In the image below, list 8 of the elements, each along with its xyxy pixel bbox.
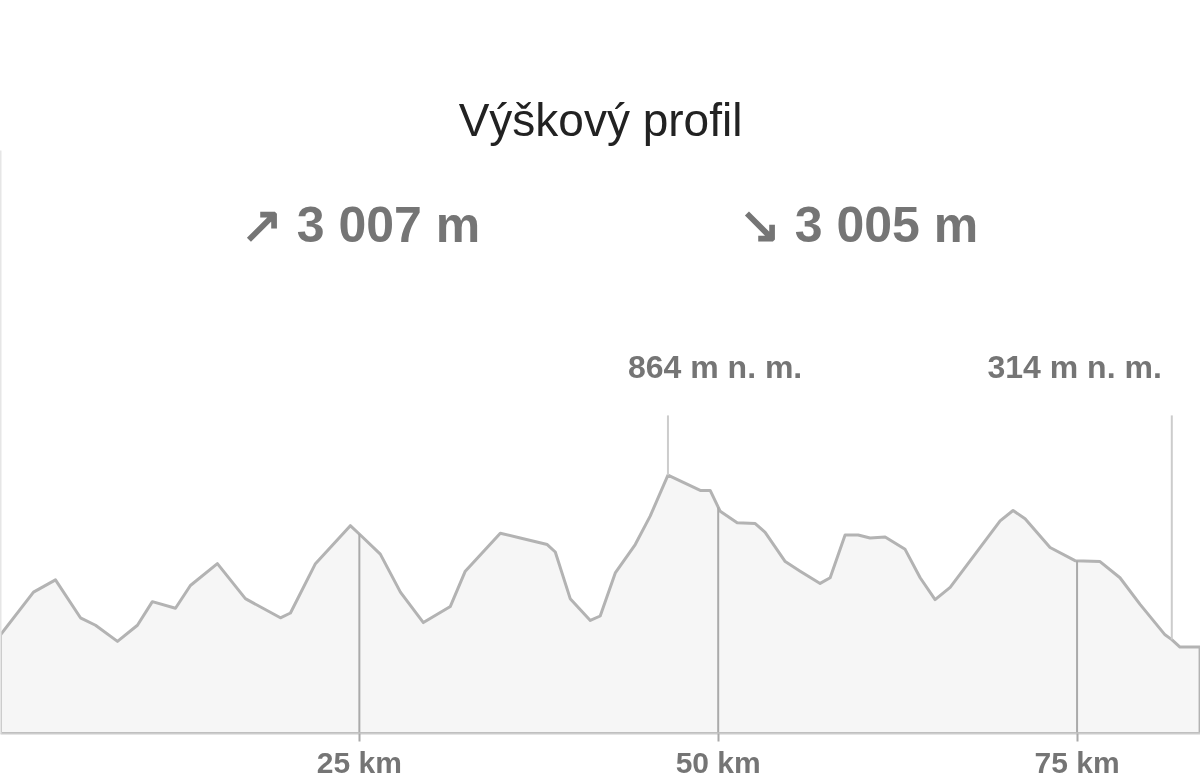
x-tick-label: 75 km	[1034, 745, 1120, 779]
annotation: ↗ 3 007 m	[240, 196, 481, 253]
x-tick-label: 25 km	[316, 745, 402, 779]
x-tick-label: 50 km	[675, 745, 761, 779]
data-label: 314 m n. m.	[987, 348, 1162, 385]
chart-title: Výškový profil	[458, 93, 743, 146]
annotation: ↘ 3 005 m	[738, 196, 979, 253]
data-label: 864 m n. m.	[627, 348, 803, 385]
